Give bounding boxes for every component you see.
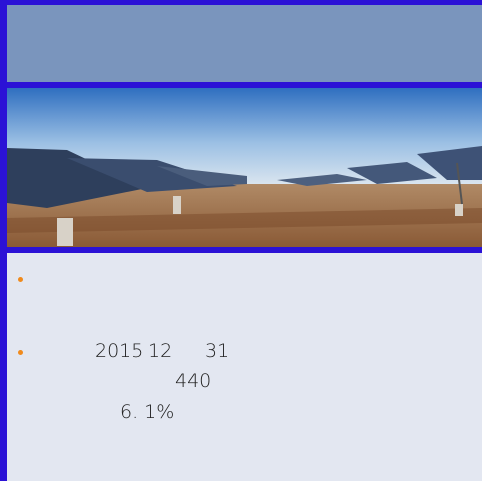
bullet-text: 2015 xyxy=(95,342,143,361)
content-area xyxy=(7,253,482,481)
bullet-text: 440 xyxy=(175,372,211,391)
bullet-text: 31 xyxy=(205,342,229,361)
solar-photo xyxy=(7,88,482,247)
bullet-dot xyxy=(18,277,23,282)
bullet-text: 6. 1% xyxy=(120,403,174,422)
bullet-text: 12 xyxy=(148,342,172,361)
header-bar xyxy=(7,5,482,82)
slide: 2015 12 31 440 6. 1% xyxy=(0,0,482,481)
bullet-dot xyxy=(18,350,23,355)
